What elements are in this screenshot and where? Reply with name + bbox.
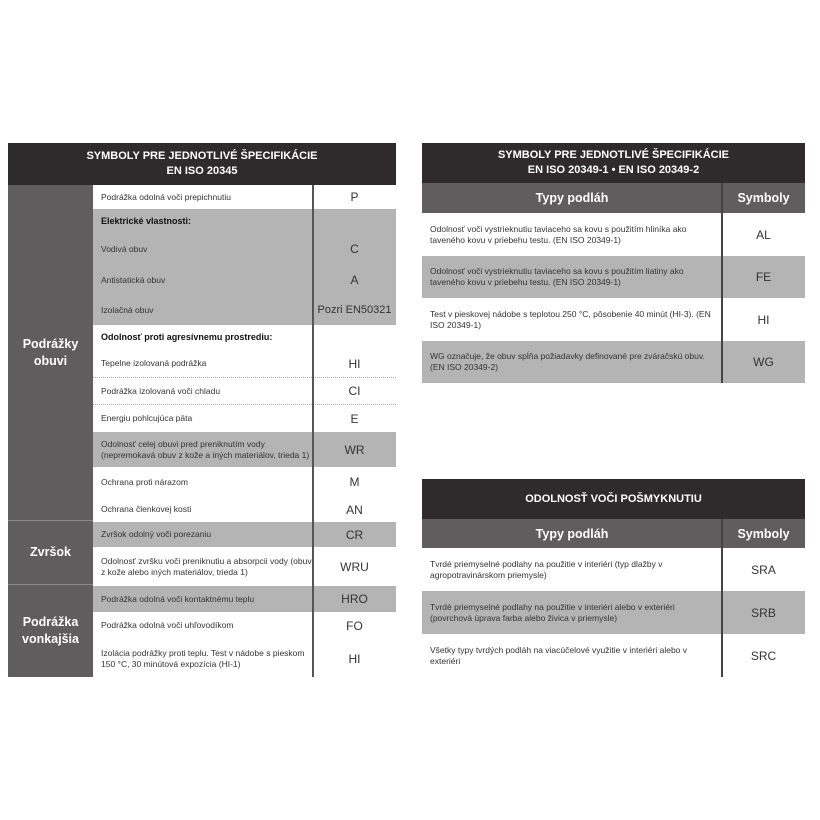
right-top-title-line-1: SYMBOLY PRE JEDNOTLIVÉ ŠPECIFIKÁCIE	[497, 149, 730, 161]
row-symbol: FO	[346, 618, 363, 633]
row-description: Tvrdé priemyselné podlahy na použitie v …	[430, 601, 675, 623]
table-row: Tvrdé priemyselné podlahy na použitie v …	[422, 548, 805, 591]
table-row: Ochrana členkovej kosti AN	[93, 497, 396, 522]
row-description: Ochrana proti nárazom	[101, 476, 188, 487]
right-top-column-divider	[721, 183, 723, 383]
row-symbol: HRO	[341, 592, 368, 606]
table-row: Energiu pohlcujúca päta E	[93, 405, 396, 432]
row-symbol: AL	[756, 227, 771, 242]
table-row: Tepelne izolovaná podrážka HI	[93, 350, 396, 378]
row-description: Odolnosť zvršku voči preniknutiu a absor…	[101, 555, 312, 577]
table-row: Podrážka odolná voči uhľovodíkom FO	[93, 612, 396, 639]
right-top-column-headers: Typy podláh Symboly	[422, 183, 805, 213]
table-row: Izolačná obuv Pozri EN50321	[93, 295, 396, 325]
table-row: Odolnosť voči vystrieknutiu taviaceho sa…	[422, 256, 805, 298]
row-description: Izolačná obuv	[101, 304, 154, 315]
row-description: Podrážka izolovaná voči chladu	[101, 385, 221, 396]
row-description: Podrážka odolná voči uhľovodíkom	[101, 620, 234, 630]
row-description: Zvršok odolný voči porezaniu	[101, 529, 212, 539]
table-row: Podrážka odolná voči prepichnutiu P	[93, 185, 396, 209]
right-bottom-rows: Tvrdé priemyselné podlahy na použitie v …	[422, 548, 805, 677]
row-symbol: HI	[348, 356, 361, 371]
row-description: Antistatická obuv	[101, 274, 166, 285]
right-bottom-title: ODOLNOSŤ VOČI POŠMYKNUTIU	[422, 479, 805, 519]
left-table-rows: Podrážka odolná voči prepichnutiu P Elekt…	[93, 185, 396, 679]
row-description: Izolácia podrážky proti teplu. Test v ná…	[101, 648, 305, 669]
category-label: Podrážka	[22, 615, 79, 629]
row-description: Test v pieskovej nádobe s teplotou 250 °…	[430, 308, 711, 330]
left-column-divider	[312, 185, 314, 677]
row-description: Podrážka odolná voči kontaktnému teplu	[101, 593, 255, 604]
category-label: Zvršok	[30, 545, 71, 559]
row-symbol: SRA	[751, 562, 776, 577]
row-symbol: M	[349, 475, 360, 489]
row-symbol: Pozri EN50321	[317, 304, 392, 316]
category-label: vonkajšia	[22, 632, 79, 646]
category-zvrsok: Zvršok	[8, 520, 93, 584]
row-symbol: FE	[755, 270, 772, 284]
row-description: Odolnosť celej obuvi pred preniknutím vo…	[101, 438, 310, 460]
row-description: Odolnosť voči vystrieknutiu taviaceho sa…	[430, 266, 684, 287]
column-header-symbols: Symboly	[737, 191, 790, 205]
category-podrazka-vonkajsia: Podrážka vonkajšia	[8, 584, 93, 677]
category-label: Podrážky	[22, 336, 79, 351]
row-description: Tepelne izolovaná podrážka	[101, 358, 207, 368]
section-heading: Elektrické vlastnosti:	[101, 215, 192, 226]
table-row: Antistatická obuv A	[93, 265, 396, 295]
row-symbol: HI	[757, 312, 770, 327]
category-podrazky-obuvi: Podrážky obuvi	[8, 185, 93, 520]
row-symbol: CR	[345, 527, 364, 542]
row-description: Odolnosť voči vystrieknutiu taviaceho sa…	[430, 223, 687, 245]
right-bottom-column-headers: Typy podláh Symboly	[422, 519, 805, 548]
row-description: Tvrdé priemyselné podlahy na použitie v …	[430, 558, 663, 580]
row-symbol: HI	[348, 652, 361, 666]
right-top-title: SYMBOLY PRE JEDNOTLIVÉ ŠPECIFIKÁCIE EN I…	[422, 143, 805, 183]
left-table-title: SYMBOLY PRE JEDNOTLIVÉ ŠPECIFIKÁCIE EN I…	[8, 143, 396, 185]
row-description: Ochrana členkovej kosti	[101, 504, 192, 514]
table-row: Izolácia podrážky proti teplu. Test v ná…	[93, 639, 396, 679]
left-title-line-1: SYMBOLY PRE JEDNOTLIVÉ ŠPECIFIKÁCIE	[86, 150, 318, 162]
table-row: Zvršok odolný voči porezaniu CR	[93, 522, 396, 547]
table-row: Všetky typy tvrdých podláh na viacúčelov…	[422, 634, 805, 677]
table-row: Podrážka odolná voči kontaktnému teplu HR…	[93, 586, 396, 612]
row-description: Vodivá obuv	[101, 243, 148, 254]
table-row: Elektrické vlastnosti:	[93, 209, 396, 233]
table-row: Ochrana proti nárazom M	[93, 467, 396, 497]
table-row: Test v pieskovej nádobe s teplotou 250 °…	[422, 298, 805, 341]
right-bottom-title-text: ODOLNOSŤ VOČI POŠMYKNUTIU	[525, 492, 702, 505]
row-symbol: SRC	[750, 648, 777, 663]
table-row: Odolnosť zvršku voči preniknutiu a absor…	[93, 547, 396, 586]
row-symbol: WG	[753, 355, 774, 369]
category-label: obuvi	[33, 353, 68, 368]
row-symbol: AN	[346, 502, 363, 517]
row-description: WG označuje, že obuv spĺňa požiadavky de…	[430, 351, 705, 372]
right-top-rows: Odolnosť voči vystrieknutiu taviaceho sa…	[422, 213, 805, 383]
table-row: WG označuje, že obuv spĺňa požiadavky de…	[422, 341, 805, 383]
row-symbol: C	[350, 242, 359, 256]
row-symbol: E	[350, 411, 359, 426]
table-row: Tvrdé priemyselné podlahy na použitie v …	[422, 591, 805, 634]
row-description: Energiu pohlcujúca päta	[101, 413, 193, 423]
column-header-types: Typy podláh	[535, 191, 609, 205]
row-description: Podrážka odolná voči prepichnutiu	[101, 191, 231, 202]
row-symbol: SRB	[751, 605, 776, 620]
row-symbol: WR	[344, 442, 365, 457]
row-description: Všetky typy tvrdých podláh na viacúčelov…	[430, 644, 688, 666]
row-symbol: CI	[348, 384, 361, 398]
table-row: Odolnosť celej obuvi pred preniknutím vo…	[93, 432, 396, 467]
row-symbol: A	[350, 273, 359, 287]
right-bottom-column-divider	[721, 519, 723, 677]
column-header-symbols: Symboly	[737, 526, 790, 541]
column-header-types: Typy podláh	[535, 526, 609, 541]
table-row: Podrážka izolovaná voči chladu CI	[93, 378, 396, 405]
row-symbol: P	[350, 190, 359, 204]
section-heading: Odolnosť proti agresívnemu prostrediu:	[101, 332, 273, 342]
left-title-line-2: EN ISO 20345	[166, 165, 238, 177]
row-symbol: WRU	[340, 559, 369, 574]
table-row: Vodivá obuv C	[93, 233, 396, 265]
table-row: Odolnosť voči vystrieknutiu taviaceho sa…	[422, 213, 805, 256]
right-top-title-line-2: EN ISO 20349-1 • EN ISO 20349-2	[527, 164, 700, 176]
table-row: Odolnosť proti agresívnemu prostrediu:	[93, 325, 396, 350]
